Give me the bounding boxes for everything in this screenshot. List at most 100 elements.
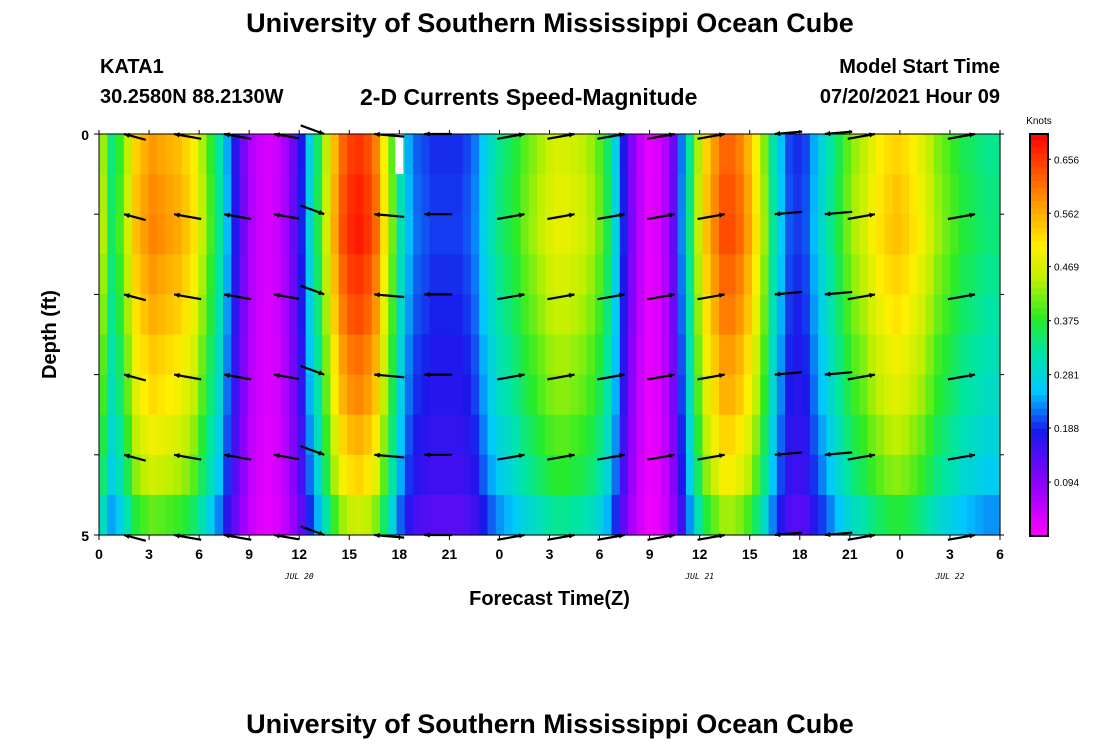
heatmap-cell	[950, 374, 960, 416]
heatmap-cell	[710, 294, 720, 336]
heatmap-cell	[264, 494, 274, 536]
heatmap-cell	[975, 454, 985, 496]
heatmap-cell	[925, 134, 935, 175]
heatmap-cell	[892, 294, 902, 336]
heatmap-cell	[752, 214, 761, 255]
heatmap-cell	[561, 174, 571, 215]
heatmap-cell	[404, 334, 414, 376]
heatmap-cell	[289, 494, 298, 536]
heatmap-cell	[421, 494, 431, 536]
heatmap-cell	[694, 254, 704, 295]
model-start-value: 07/20/2021 Hour 09	[819, 86, 1000, 108]
heatmap-cell	[99, 174, 108, 215]
heatmap-cell	[652, 254, 662, 295]
heatmap-cell	[991, 454, 1001, 496]
heatmap-cell	[735, 134, 745, 175]
colorbar-segment	[1030, 448, 1048, 457]
heatmap-cell	[537, 374, 546, 416]
heatmap-cell	[421, 134, 431, 175]
heatmap-cell	[239, 334, 249, 376]
heatmap-cell	[553, 254, 563, 295]
colorbar-segment	[1030, 341, 1048, 349]
heatmap-cell	[148, 134, 158, 175]
heatmap-cell	[330, 254, 340, 295]
heatmap-cell	[115, 294, 125, 336]
colorbar-segment	[1030, 529, 1048, 537]
colorbar-segment	[1030, 469, 1048, 477]
heatmap-cell	[760, 334, 770, 376]
heatmap-cell	[520, 334, 530, 376]
heatmap-cell	[123, 254, 133, 295]
x-tick-label: 0	[496, 546, 504, 562]
heatmap-cell	[652, 374, 662, 416]
heatmap-cell	[198, 134, 208, 175]
y-tick-label: 0	[81, 127, 89, 143]
heatmap-cell	[413, 454, 422, 496]
heatmap-cell	[363, 334, 373, 376]
heatmap-cell	[933, 414, 943, 456]
heatmap-cell	[280, 494, 290, 536]
heatmap-cell	[702, 134, 712, 175]
heatmap-cell	[264, 414, 274, 456]
heatmap-cell	[504, 414, 513, 456]
heatmap-cell	[809, 134, 819, 175]
heatmap-cell	[380, 294, 389, 336]
heatmap-cell	[413, 254, 422, 295]
heatmap-cell	[859, 374, 869, 416]
heatmap-cell	[462, 294, 472, 336]
heatmap-cell	[619, 134, 629, 175]
heatmap-cell	[718, 494, 728, 536]
heatmap-cell	[140, 374, 150, 416]
heatmap-cell	[661, 254, 670, 295]
heatmap-cell	[702, 494, 712, 536]
heatmap-cell	[876, 214, 885, 255]
heatmap-cell	[652, 454, 662, 496]
heatmap-cell	[181, 454, 191, 496]
colorbar-segment	[1030, 274, 1048, 282]
heatmap-cell	[776, 494, 786, 536]
heatmap-cell	[884, 414, 894, 456]
heatmap-cell	[677, 414, 687, 456]
heatmap-cell	[512, 214, 522, 255]
heatmap-cell	[768, 414, 778, 456]
heatmap-cell	[165, 294, 174, 336]
heatmap-cell	[586, 454, 596, 496]
heatmap-cell	[280, 254, 290, 295]
heatmap-cell	[289, 174, 298, 215]
heatmap-cell	[727, 494, 737, 536]
heatmap-cell	[628, 334, 637, 376]
heatmap-cell	[363, 254, 373, 295]
current-vector-head	[668, 212, 675, 218]
heatmap-cell	[305, 374, 315, 416]
heatmap-cell	[231, 494, 241, 536]
heatmap-cell	[859, 334, 869, 376]
heatmap-cell	[264, 334, 274, 376]
heatmap-cell	[743, 134, 753, 175]
heatmap-cell	[966, 254, 976, 295]
heatmap-cell	[148, 334, 158, 376]
heatmap-cell	[966, 414, 976, 456]
heatmap-cell	[710, 214, 720, 255]
heatmap-cell	[470, 414, 480, 456]
heatmap-cell	[876, 454, 885, 496]
heatmap-cell	[834, 294, 844, 336]
heatmap-cell	[222, 214, 232, 255]
heatmap-cell	[859, 494, 869, 536]
heatmap-cell	[404, 494, 414, 536]
chart-title: 2-D Currents Speed-Magnitude	[360, 84, 698, 110]
heatmap-cell	[950, 214, 960, 255]
heatmap-cell	[107, 414, 117, 456]
heatmap-cell	[619, 294, 629, 336]
heatmap-cell	[437, 334, 447, 376]
heatmap-cell	[710, 334, 720, 376]
heatmap-cell	[710, 374, 720, 416]
heatmap-cell	[487, 254, 497, 295]
heatmap-cell	[132, 294, 141, 336]
x-tick-label: 18	[392, 546, 408, 562]
heatmap-cell	[818, 494, 828, 536]
heatmap-cell	[818, 174, 828, 215]
heatmap-cell	[909, 454, 918, 496]
heatmap-cell	[454, 134, 464, 175]
heatmap-cell	[355, 494, 365, 536]
